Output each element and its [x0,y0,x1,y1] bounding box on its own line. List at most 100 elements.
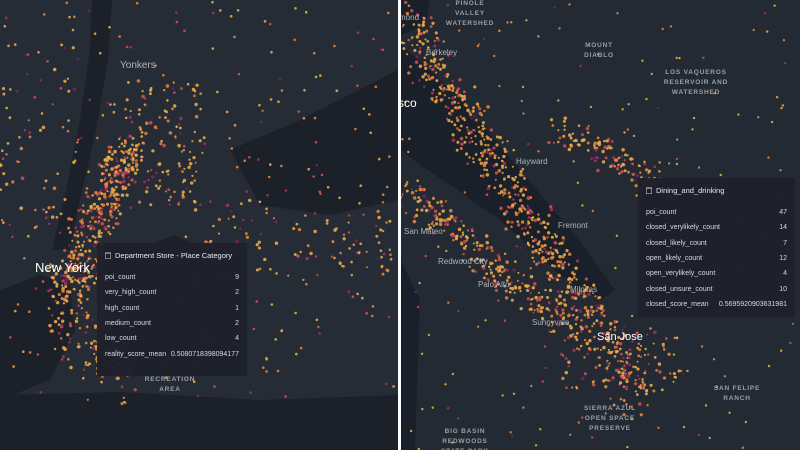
poi-dot [277,100,280,103]
poi-dot [455,234,459,238]
poi-dot [274,338,278,341]
poi-dot [682,425,686,429]
poi-dot [502,161,507,166]
poi-dot [85,211,89,215]
poi-dot [536,217,541,222]
poi-dot [97,215,101,219]
poi-dot [669,372,672,375]
poi-dot [127,151,131,155]
poi-dot [148,92,152,96]
poi-dot [513,202,517,205]
poi-dot [595,141,599,145]
poi-dot [12,365,15,368]
poi-dot [79,219,82,223]
poi-dot [20,176,25,181]
poi-dot [455,116,459,120]
poi-dot [544,250,549,254]
poi-dot [632,134,636,138]
poi-dot [117,204,121,207]
poi-dot [604,156,608,160]
poi-dot [416,199,420,204]
poi-dot [177,201,181,204]
tooltip-row: poi_count 47 [646,205,787,220]
poi-dot [589,105,593,109]
poi-dot [158,116,161,119]
poi-dot [77,345,81,349]
poi-dot [194,161,197,165]
poi-dot [626,445,629,449]
poi-dot [182,148,185,152]
poi-dot [115,192,119,196]
poi-dot [77,342,80,345]
poi-dot [23,257,26,260]
poi-dot [388,155,391,158]
poi-dot [86,260,89,263]
tooltip-row: reality_score_mean 0.5080718398094177 [105,346,239,361]
poi-dot [556,278,559,282]
poi-dot [575,331,579,335]
poi-dot [61,125,65,129]
poi-dot [439,87,443,90]
poi-dot [473,85,477,89]
poi-dot [68,264,72,268]
poi-dot [636,374,640,377]
poi-dot [201,151,204,154]
poi-dot [432,232,436,235]
poi-dot [675,56,678,60]
poi-dot [104,176,107,179]
poi-dot [59,337,63,340]
poi-dot [88,98,91,102]
poi-dot [191,140,194,143]
poi-dot [620,155,624,159]
tooltip-row: closed_likely_count 7 [646,236,787,251]
row-key: poi_count [105,274,136,282]
poi-dot [451,138,456,142]
poi-dot [520,220,525,224]
poi-dot [440,83,444,87]
poi-dot [70,250,74,254]
poi-dot [108,209,113,214]
poi-dot [113,208,116,211]
poi-dot [164,190,168,193]
poi-dot [606,369,609,373]
poi-dot [646,404,649,407]
poi-dot [448,213,451,216]
poi-dot [136,79,141,83]
poi-dot [504,296,509,300]
poi-dot [514,287,518,290]
poi-dot [86,325,89,328]
poi-dot [248,198,252,203]
poi-dot [570,290,574,294]
poi-dot [634,365,637,369]
poi-dot [613,349,616,352]
poi-dot [557,140,560,144]
poi-dot [501,166,504,169]
poi-dot [541,306,544,310]
poi-dot [485,161,488,164]
poi-dot [593,156,598,160]
poi-dot [624,153,628,157]
poi-dot [78,289,82,292]
map-label: WATERSHED [672,89,720,96]
poi-dot [472,160,475,164]
map-label: Richmond [383,13,419,22]
poi-dot [554,308,558,311]
poi-dot [485,135,489,138]
map-label: New York [35,260,90,275]
poi-dot [484,143,487,147]
poi-dot [598,364,601,367]
poi-dot [469,257,474,261]
poi-dot [503,284,506,288]
poi-dot [481,121,485,125]
map-label: DIABLO [584,52,614,59]
poi-dot [741,446,745,449]
poi-dot [491,262,494,265]
poi-dot [293,38,297,42]
row-value: 47 [779,209,787,217]
poi-dot [471,269,475,273]
poi-dot [127,169,131,173]
poi-dot [382,230,385,233]
poi-dot [702,56,705,59]
poi-dot [569,433,572,436]
poi-dot [643,160,646,164]
